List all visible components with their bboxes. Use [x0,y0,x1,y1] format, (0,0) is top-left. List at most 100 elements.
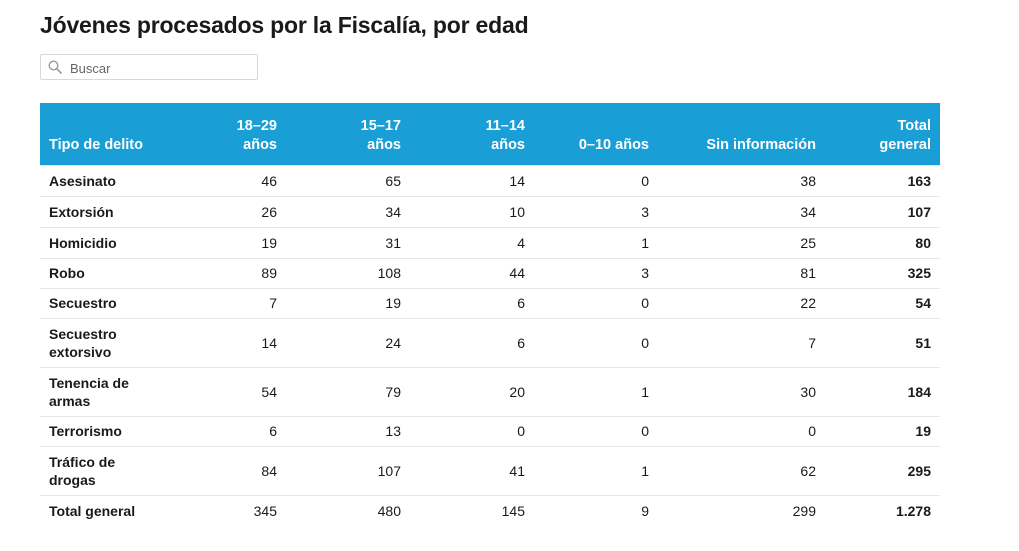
row-label-line2: armas [49,392,91,409]
value-cell: 1 [534,226,658,258]
table-row: Tráfico de drogas 84 107 41 1 62 295 [40,445,940,495]
value-cell: 7 [658,317,825,367]
value-cell: 7 [160,287,286,318]
value-cell: 1 [534,366,658,416]
value-cell: 44 [410,257,534,288]
value-cell: 26 [160,195,286,227]
column-header-tipo-de-delito[interactable]: Tipo de delito [40,103,160,165]
column-header-11-14[interactable]: 11–14 años [410,103,534,165]
value-cell: 46 [160,164,286,196]
value-cell: 19 [286,287,410,318]
row-label-line1: Asesinato [49,172,116,189]
column-header-18-29[interactable]: 18–29 años [160,103,286,165]
row-label-line1: Robo [49,265,85,281]
row-label-line1: Extorsión [49,203,114,220]
column-header-total-general[interactable]: Total general [825,103,940,165]
value-cell: 3 [534,195,658,227]
value-cell: 30 [658,366,825,416]
row-label: Secuestro [40,287,160,318]
value-cell: 25 [658,226,825,258]
search-icon [48,60,62,74]
value-cell: 19 [160,226,286,258]
search-box[interactable] [40,54,258,80]
table-row: Secuestro extorsivo 14 24 6 0 7 51 [40,317,940,367]
value-cell: 4 [410,226,534,258]
value-cell: 34 [658,195,825,227]
column-total-cell: 345 [160,494,286,526]
row-label: Extorsión [40,195,160,227]
row-label: Asesinato [40,164,160,196]
total-row-label: Total general [40,494,160,526]
row-label: Terrorismo [40,415,160,446]
value-cell: 62 [658,445,825,495]
value-cell: 108 [286,257,410,288]
value-cell: 6 [160,415,286,446]
value-cell: 0 [534,317,658,367]
value-cell: 22 [658,287,825,318]
value-cell: 81 [658,257,825,288]
row-label-line1: Secuestro [49,325,117,342]
value-cell: 89 [160,257,286,288]
column-header-sin-informacion[interactable]: Sin información [658,103,825,165]
row-label: Homicidio [40,226,160,258]
row-label: Secuestro extorsivo [40,317,160,367]
row-total-cell: 80 [825,226,940,258]
row-label-line1: Homicidio [49,234,117,251]
value-cell: 14 [160,317,286,367]
row-label-line2: drogas [49,471,96,488]
column-total-cell: 299 [658,494,825,526]
value-cell: 41 [410,445,534,495]
value-cell: 10 [410,195,534,227]
row-label-line1: Secuestro [49,295,117,311]
row-total-cell: 107 [825,195,940,227]
row-total-cell: 325 [825,257,940,288]
value-cell: 34 [286,195,410,227]
column-header-0-10[interactable]: 0–10 años [534,103,658,165]
search-input[interactable] [70,59,250,77]
row-total-cell: 54 [825,287,940,318]
row-label-line1: Tenencia de [49,374,129,391]
grand-total-cell: 1.278 [825,494,940,526]
value-cell: 0 [410,415,534,446]
row-total-cell: 163 [825,164,940,196]
row-total-cell: 51 [825,317,940,367]
row-total-cell: 184 [825,366,940,416]
table-row: Extorsión 26 34 10 3 34 107 [40,195,940,227]
column-total-cell: 9 [534,494,658,526]
value-cell: 0 [534,415,658,446]
value-cell: 3 [534,257,658,288]
table-header-row: Tipo de delito 18–29 años 15–17 años 11–… [40,103,940,165]
table-row: Terrorismo 6 13 0 0 0 19 [40,415,940,446]
value-cell: 6 [410,317,534,367]
value-cell: 38 [658,164,825,196]
column-total-cell: 480 [286,494,410,526]
value-cell: 13 [286,415,410,446]
value-cell: 79 [286,366,410,416]
value-cell: 14 [410,164,534,196]
row-label: Tenencia de armas [40,366,160,416]
row-label-line1: Terrorismo [49,423,122,439]
value-cell: 0 [534,164,658,196]
column-header-15-17[interactable]: 15–17 años [286,103,410,165]
table-row: Homicidio 19 31 4 1 25 80 [40,226,940,258]
total-row: Total general 345 480 145 9 299 1.278 [40,494,940,526]
row-label: Robo [40,257,160,288]
row-total-cell: 19 [825,415,940,446]
data-table: Tipo de delito 18–29 años 15–17 años 11–… [40,103,940,526]
row-label-line1: Tráfico de [49,453,116,470]
value-cell: 0 [658,415,825,446]
column-total-cell: 145 [410,494,534,526]
value-cell: 107 [286,445,410,495]
row-total-cell: 295 [825,445,940,495]
page-title: Jóvenes procesados por la Fiscalía, por … [40,12,529,38]
table-row: Robo 89 108 44 3 81 325 [40,257,940,288]
table-row: Secuestro 7 19 6 0 22 54 [40,287,940,318]
value-cell: 0 [534,287,658,318]
value-cell: 24 [286,317,410,367]
table-row: Asesinato 46 65 14 0 38 163 [40,164,940,196]
value-cell: 1 [534,445,658,495]
table-row: Tenencia de armas 54 79 20 1 30 184 [40,366,940,416]
value-cell: 54 [160,366,286,416]
row-label: Tráfico de drogas [40,445,160,495]
value-cell: 6 [410,287,534,318]
